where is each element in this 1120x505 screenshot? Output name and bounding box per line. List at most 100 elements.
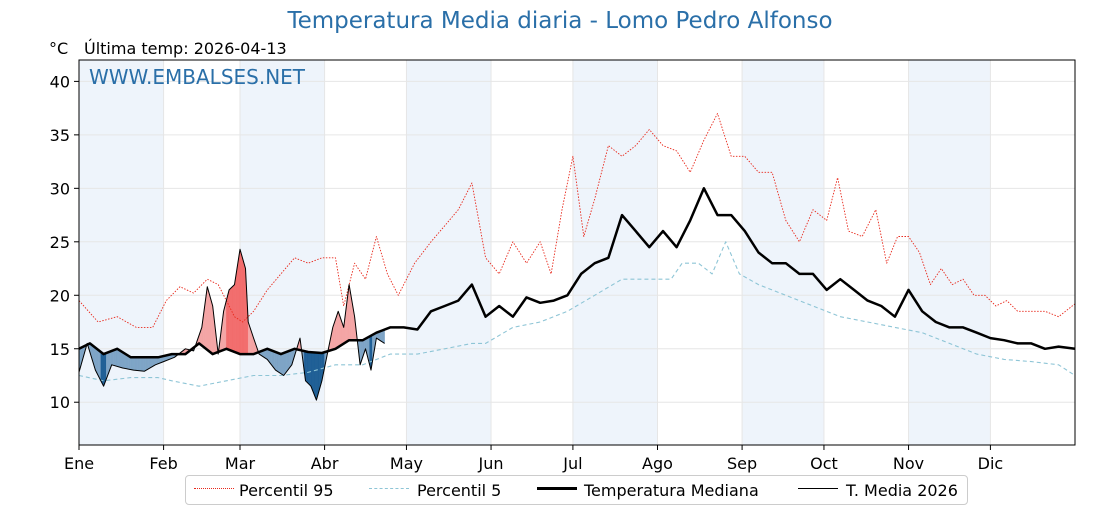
anomaly-fill [123,352,126,369]
temperature-chart: 10 15 20 25 30 35 40 Ene Feb Mar Abr May Jun Jul Ago S… [50,59,1076,473]
anomaly-fill [278,352,280,374]
y-tick-label-10: 10 [50,393,70,412]
y-tick-label-30: 30 [50,179,70,198]
y-tick-label-40: 40 [50,72,70,91]
anomaly-fill [306,351,309,384]
legend: Percentil 95 Percentil 5 Temperatura Med… [185,475,968,505]
anomaly-fill [101,352,104,387]
anomaly-fill [112,349,115,366]
anomaly-fill [241,254,243,355]
anomaly-fill [275,351,278,372]
series-lines [78,113,1076,401]
anomaly-fill [125,353,127,370]
anomaly-fill [144,357,147,372]
anomaly-fill [97,349,100,379]
x-tick-label-Feb: Feb [149,454,177,473]
x-tick-label-Jul: Jul [562,454,582,473]
anomaly-fill [119,350,122,368]
series-line-t-media-2026 [78,248,385,401]
anomaly-fill [272,350,275,369]
anomaly-fill [280,353,283,375]
anomaly-fill [117,348,119,368]
anomaly-fill [235,266,238,354]
last-temperature-date: Última temp: 2026-04-13 [84,39,287,58]
anomaly-fill [148,357,151,370]
anomaly-fill [234,275,237,353]
anomaly-fill [312,352,314,394]
legend-swatch-p5 [369,488,409,489]
legend-label-p5: Percentil 5 [417,481,502,500]
anomaly-fill [134,357,137,371]
anomaly-fill [152,357,155,367]
anomaly-fill [122,351,125,369]
anomaly-fill [227,289,230,351]
legend-label-median: Temperatura Mediana [584,481,759,500]
anomaly-fill [224,300,227,350]
anomaly-fill [381,329,384,343]
anomaly-fill [151,357,153,368]
anomaly-fill [211,301,213,355]
legend-swatch-p95 [194,488,234,489]
legend-label-p95: Percentil 95 [239,481,334,500]
anomaly-fill [238,249,241,355]
anomaly-fill [118,349,121,368]
x-tick-label-Dic: Dic [978,454,1004,473]
anomaly-fill [317,352,320,396]
anomaly-fill [336,311,339,349]
y-tick-label-35: 35 [50,126,70,145]
anomaly-fill [279,353,282,375]
anomaly-fill [231,285,234,352]
chart-title: Temperatura Media diaria - Lomo Pedro Al… [287,8,833,34]
series-line-percentil-5 [78,241,1076,387]
anomaly-fill [288,350,291,369]
anomaly-fill [114,348,117,367]
anomaly-fill [121,350,123,369]
anomaly-fill [237,258,239,354]
anomaly-fill [239,249,242,355]
anomaly-fill [130,357,133,371]
anomaly-fill [141,357,144,372]
legend-label-current: T. Media 2026 [846,481,958,500]
anomaly-fill [305,351,308,383]
anomaly-fill [232,284,235,353]
anomaly-fill [100,351,103,384]
anomaly-fill [138,357,141,372]
anomaly-fill [284,351,287,375]
y-tick-label-25: 25 [50,233,70,252]
anomaly-fill [283,352,286,377]
anomaly-fill [228,288,231,351]
anomaly-fill [335,315,338,350]
anomaly-fill [115,348,118,367]
anomaly-fill [310,351,313,390]
y-tick-label-15: 15 [50,340,70,359]
legend-swatch-median [537,487,577,490]
anomaly-fill [142,357,145,372]
x-tick-label-Ago: Ago [642,454,673,473]
anomaly-fill [242,258,245,355]
month-band-Ene [79,60,164,445]
x-tick-label-Ene: Ene [64,454,94,473]
x-tick-label-Mar: Mar [225,454,256,473]
anomaly-fill [132,357,134,371]
anomaly-fill [230,286,233,352]
x-tick-label-Jun: Jun [478,454,504,473]
anomaly-fill [276,352,279,373]
x-tick-label-Abr: Abr [311,454,339,473]
month-band-Jul [572,60,658,445]
anomaly-fill [273,351,276,371]
anomaly-fill [103,353,106,387]
month-band-Nov [908,60,991,445]
anomaly-fill [136,357,138,371]
x-tick-label-Oct: Oct [810,454,838,473]
anomaly-fill [286,351,288,373]
anomaly-fill [314,352,317,401]
anomaly-fill [338,311,340,348]
y-tick-label-20: 20 [50,286,70,305]
anomaly-fill [207,286,209,352]
x-axis-ticks: Ene Feb Mar Abr May Jun Jul Ago Sep Oct Nov Dic [64,445,1003,473]
anomaly-fill [104,352,107,383]
series-line-temperatura-mediana [78,187,1076,359]
watermark: WWW.EMBALSES.NET [89,65,306,89]
month-bands [79,60,991,445]
y-axis-ticks: 10 15 20 25 30 35 40 [50,72,79,412]
